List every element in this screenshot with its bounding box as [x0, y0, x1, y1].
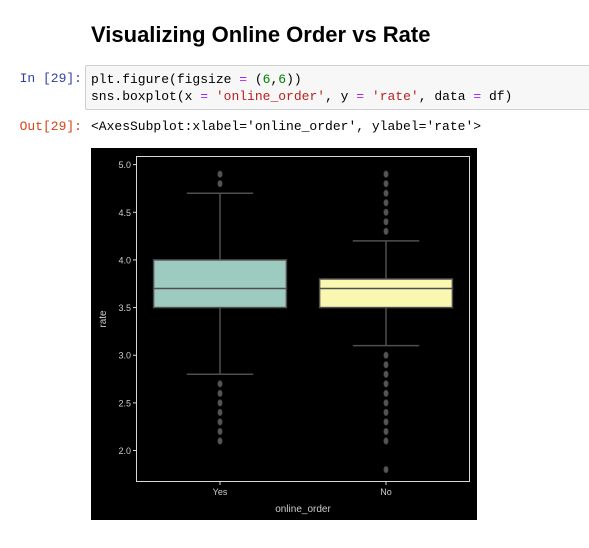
- outlier-point: [383, 380, 389, 388]
- chart-marks: 2.0 2.5 3.0 3.5 4.0 4.5 5.0 Yes No: [118, 160, 454, 497]
- code-token: sns.boxplot(x: [91, 89, 201, 104]
- y-tick-label: 2.0: [118, 446, 131, 456]
- outlier-point: [217, 408, 223, 416]
- outlier-point: [217, 399, 223, 407]
- y-axis-label: rate: [98, 310, 109, 328]
- y-tick-label: 5.0: [118, 160, 131, 170]
- code-token: ,: [270, 72, 279, 87]
- y-tick-label: 3.5: [118, 303, 131, 313]
- outlier-point: [383, 227, 389, 235]
- code-input-area[interactable]: plt.figure(figsize = (6,6)) sns.boxplot(x…: [85, 65, 589, 110]
- code-token: =: [356, 89, 365, 104]
- code-token: 6: [278, 72, 287, 87]
- x-tick-label: No: [380, 487, 392, 497]
- code-line: sns.boxplot(x = 'online_order', y = 'rat…: [91, 88, 589, 105]
- y-tick-label: 3.0: [118, 351, 131, 361]
- outlier-point: [383, 170, 389, 178]
- outlier-point: [217, 427, 223, 436]
- outlier-point: [383, 370, 389, 378]
- outlier-point: [383, 418, 389, 426]
- outlier-point: [383, 465, 389, 474]
- code-token: 6: [262, 72, 271, 87]
- outlier-point: [217, 380, 223, 388]
- outlier-point: [383, 351, 389, 359]
- x-axis-label: online_order: [275, 504, 331, 515]
- outlier-point: [383, 437, 389, 445]
- y-tick-label: 4.0: [118, 255, 131, 265]
- outlier-point: [217, 389, 223, 397]
- outlier-point: [217, 418, 223, 426]
- output-text: <AxesSubplot:xlabel='online_order', ylab…: [91, 119, 482, 134]
- code-token: [364, 89, 372, 104]
- code-token: 'online_order': [215, 89, 326, 104]
- outlier-point: [383, 408, 389, 416]
- markdown-heading: Visualizing Online Order vs Rate: [91, 22, 431, 47]
- outlier-point: [383, 199, 389, 207]
- outlier-point: [383, 389, 389, 397]
- code-token: df): [481, 89, 513, 104]
- code-line: plt.figure(figsize = (6,6)): [91, 71, 589, 88]
- input-prompt: In [29]:: [19, 71, 82, 86]
- code-token: , data: [418, 89, 474, 104]
- axes-frame: [136, 156, 470, 482]
- code-token: (: [247, 72, 263, 87]
- code-token: )): [286, 72, 302, 87]
- outlier-point: [217, 180, 223, 188]
- outlier-point: [383, 208, 389, 216]
- outlier-point: [383, 218, 389, 226]
- code-token: =: [239, 72, 248, 87]
- code-token: plt.figure(figsize: [91, 72, 240, 87]
- outlier-point: [217, 170, 223, 178]
- outlier-point: [383, 361, 389, 369]
- outlier-point: [383, 189, 389, 197]
- code-token: 'rate': [371, 89, 419, 104]
- outlier-point: [383, 399, 389, 407]
- outlier-point: [383, 427, 389, 436]
- figure-background: [91, 148, 477, 520]
- output-prompt: Out[29]:: [19, 119, 82, 134]
- outlier-point: [217, 437, 223, 445]
- code-token: [208, 89, 216, 104]
- box-no: [318, 278, 454, 309]
- outlier-point: [383, 180, 389, 188]
- code-token: =: [473, 89, 482, 104]
- code-token: =: [200, 89, 209, 104]
- x-tick-label: Yes: [213, 487, 228, 497]
- box-yes: [152, 259, 288, 309]
- code-token: , y: [325, 89, 357, 104]
- y-tick-label: 4.5: [118, 208, 131, 218]
- y-tick-label: 2.5: [118, 398, 131, 408]
